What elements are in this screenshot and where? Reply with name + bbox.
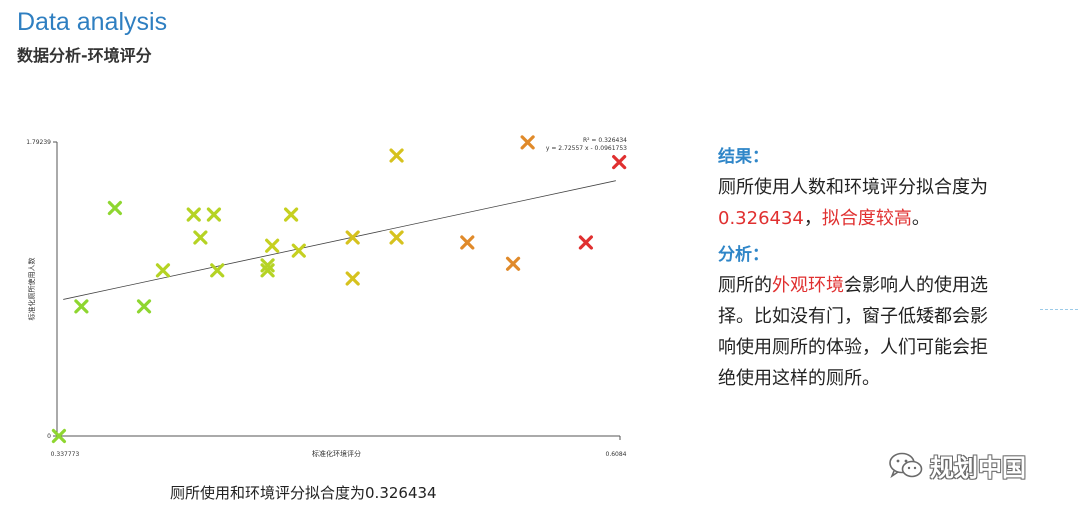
trendline (63, 180, 616, 300)
result-comma: ， (803, 208, 822, 229)
trend-equation-annotation: y = 2.72557 x - 0.0961753 (546, 145, 627, 152)
analysis-heading: 分析： (718, 245, 769, 265)
x-axis-label: 标准化环境评分 (312, 449, 361, 458)
page-subtitle: 数据分析-环境评分 (17, 46, 152, 65)
data-point-marker (505, 256, 521, 271)
data-point-marker (155, 263, 171, 278)
data-point-marker (520, 135, 535, 150)
x-tick-label-max: 0.6084 (606, 451, 627, 458)
data-point-marker (193, 230, 208, 245)
page-title: Data analysis (17, 8, 168, 36)
wechat-icon (889, 452, 923, 478)
data-point-marker (389, 230, 404, 245)
data-point-marker (260, 258, 275, 273)
data-point-marker (210, 263, 225, 278)
analysis-rest-3: 响使用厕所的体验，人们可能会拒 (718, 337, 988, 358)
watermark-text: 规划中国 (930, 454, 1026, 482)
data-point-marker (136, 299, 152, 314)
data-point-marker (265, 238, 280, 253)
data-point-marker (612, 154, 627, 170)
y-tick-label-max: 1.79239 (26, 139, 51, 146)
y-tick-label-min: 0 (47, 433, 51, 440)
result-heading: 结果： (718, 147, 769, 167)
data-point-marker (206, 207, 222, 222)
data-point-marker (74, 299, 89, 314)
data-point-marker (283, 207, 299, 222)
data-point-marker (291, 243, 306, 258)
result-panel: 结果： 厕所使用人数和环境评分拟合度为 0.326434，拟合度较高。 分析： … (718, 142, 1048, 394)
result-line: 厕所使用人数和环境评分拟合度为 (718, 177, 988, 198)
data-point-marker (389, 148, 404, 163)
data-point-marker (186, 207, 201, 222)
result-end: 。 (911, 208, 930, 229)
result-text: 厕所使用人数和环境评分拟合度为 0.326434，拟合度较高。 (718, 172, 1048, 234)
analysis-pre: 厕所的 (718, 275, 772, 296)
data-point-marker (460, 235, 475, 250)
data-point-marker (345, 230, 360, 245)
data-point-marker (345, 271, 360, 286)
x-tick-label-min: 0.337773 (51, 451, 80, 458)
decorative-dashed-line (1040, 309, 1078, 310)
y-axis-label: 标准化厕所使用人数 (27, 258, 36, 321)
r-squared-annotation: R² = 0.326434 (583, 137, 627, 144)
result-note: 拟合度较高 (821, 208, 912, 229)
analysis-text: 厕所的外观环境会影响人的使用选 择。比如没有门，窗子低矮都会影 响使用厕所的体验… (718, 270, 1048, 394)
data-point-marker (578, 235, 593, 250)
scatter-chart: 1.79239 0 0.337773 0.6084 标准化环境评分 标准化厕所使… (26, 135, 627, 458)
result-value: 0.326434 (718, 208, 804, 229)
data-point-marker (51, 428, 67, 444)
analysis-highlight: 外观环境 (772, 275, 844, 296)
analysis-rest-1: 会影响人的使用选 (844, 275, 988, 296)
analysis-rest-4: 绝使用这样的厕所。 (718, 368, 880, 389)
data-point-marker (260, 263, 275, 278)
analysis-rest-2: 择。比如没有门，窗子低矮都会影 (718, 306, 988, 327)
data-point-marker (107, 200, 122, 216)
watermark: 规划中国 (888, 448, 1026, 483)
chart-caption: 厕所使用和环境评分拟合度为0.326434 (170, 484, 437, 502)
